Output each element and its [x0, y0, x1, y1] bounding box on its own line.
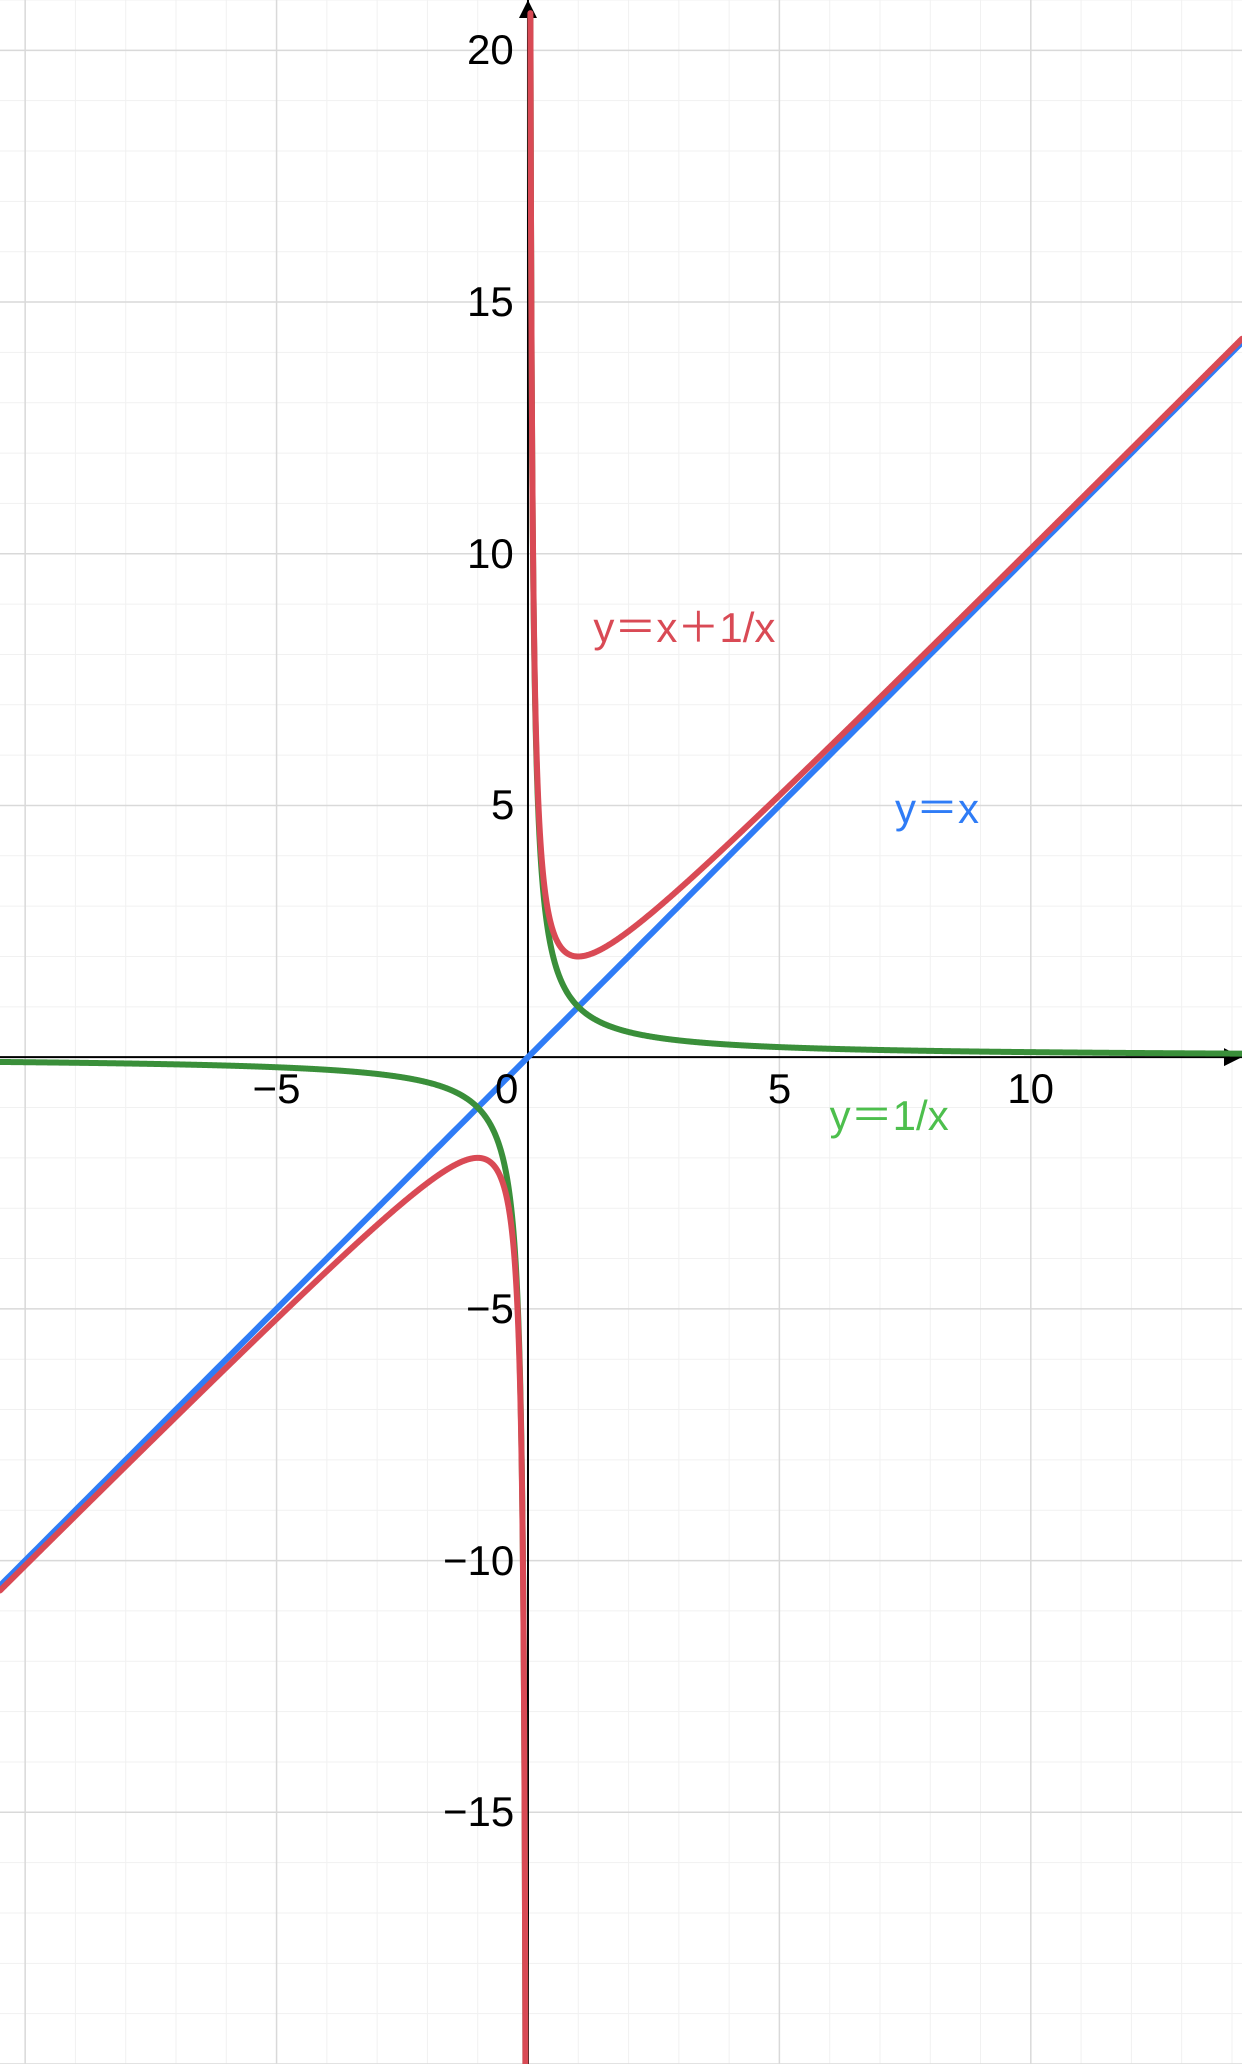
y-tick-label: 10: [467, 530, 514, 578]
y-tick-label: −15: [443, 1788, 514, 1836]
curve-y-equals-1-over-x-label: y＝1/x: [830, 1082, 949, 1143]
x-tick-label: 10: [1007, 1065, 1054, 1113]
origin-label: 0: [495, 1065, 518, 1113]
x-tick-label: 5: [768, 1065, 791, 1113]
y-tick-label: 15: [467, 278, 514, 326]
y-tick-label: 20: [467, 26, 514, 74]
y-tick-label: −5: [466, 1285, 514, 1333]
y-tick-label: 5: [491, 781, 514, 829]
x-tick-label: −5: [253, 1065, 301, 1113]
curve-y-equals-x-plus-1-over-x-label: y＝x＋1/x: [593, 594, 775, 655]
function-plot: [0, 0, 1242, 2064]
y-tick-label: −10: [443, 1537, 514, 1585]
line-y-equals-x-label: y＝x: [895, 775, 979, 836]
